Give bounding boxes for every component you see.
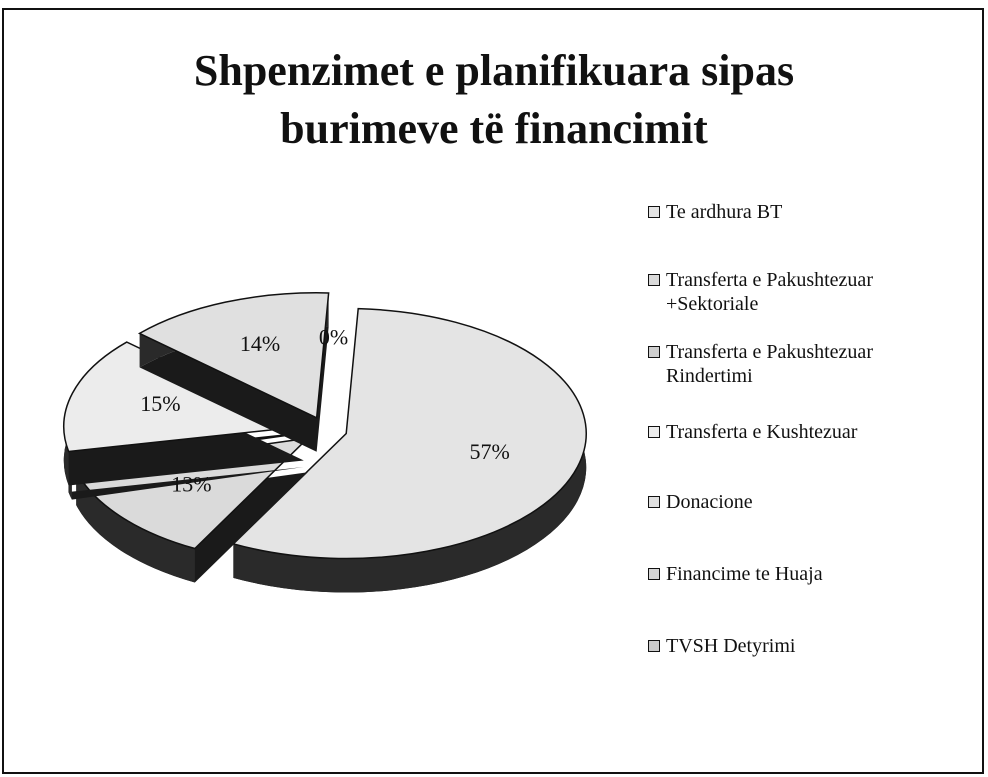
legend-swatch (648, 426, 660, 438)
legend-swatch (648, 640, 660, 652)
slice-side (68, 467, 304, 500)
legend-swatch (648, 568, 660, 580)
legend-item: Transferta e Pakushtezuar Rindertimi (648, 340, 928, 388)
legend-item: Transferta e Kushtezuar (648, 420, 928, 444)
legend-swatch (648, 274, 660, 286)
legend-item: Donacione (648, 490, 928, 514)
legend-item: Te ardhura BT (648, 200, 928, 224)
legend-label: TVSH Detyrimi (666, 635, 796, 657)
legend-swatch (648, 496, 660, 508)
chart-title: Shpenzimet e planifikuara sipas burimeve… (193, 46, 795, 153)
legend-label: Financime te Huaja (666, 563, 823, 585)
slice (63, 341, 307, 453)
legend-label: Transferta e Pakushtezuar +Sektoriale (666, 269, 873, 315)
legend-item: TVSH Detyrimi (648, 634, 928, 658)
legend-swatch (648, 206, 660, 218)
legend-label: Donacione (666, 491, 753, 513)
data-label: 0% (319, 324, 348, 349)
legend-label: Te ardhura BT (666, 201, 783, 223)
slice (231, 307, 587, 560)
frame (2, 8, 984, 774)
data-label: 14% (240, 331, 280, 356)
slice-rim (233, 308, 587, 593)
legend-label: Transferta e Kushtezuar (666, 421, 858, 443)
slice-rim (76, 470, 195, 583)
legend-label: Transferta e Pakushtezuar Rindertimi (666, 341, 873, 387)
data-label: 57% (469, 439, 509, 464)
data-label: 13% (171, 472, 211, 497)
pie-chart: 57% 13% 15% 14% 0% (63, 292, 587, 593)
slice (137, 292, 330, 419)
legend-swatch (648, 346, 660, 358)
data-label: 15% (140, 391, 180, 416)
legend-item: Transferta e Pakushtezuar +Sektoriale (648, 268, 928, 316)
legend-item: Financime te Huaja (648, 562, 928, 586)
